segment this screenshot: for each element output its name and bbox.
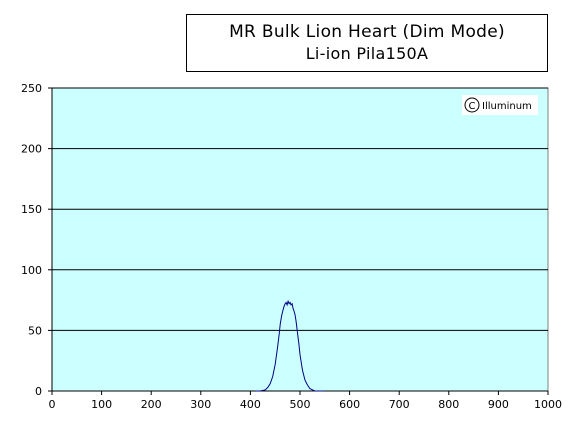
- chart-title: MR Bulk Lion Heart (Dim Mode): [229, 22, 505, 42]
- x-tick-label: 100: [91, 398, 112, 411]
- y-tick-label: 200: [21, 143, 42, 156]
- x-tick-label: 800: [438, 398, 459, 411]
- x-tick-label: 700: [389, 398, 410, 411]
- x-tick-label: 0: [49, 398, 56, 411]
- watermark: C Illuminum: [462, 95, 538, 115]
- y-tick-label: 150: [21, 203, 42, 216]
- copyright-icon-glyph: C: [469, 101, 476, 112]
- x-tick-label: 1000: [534, 398, 562, 411]
- x-tick-label: 500: [290, 398, 311, 411]
- x-tick-label: 300: [190, 398, 211, 411]
- y-tick-labels: 0 50 100 150 200 250: [21, 82, 42, 398]
- watermark-label: Illuminum: [482, 101, 532, 112]
- watermark-background: [462, 95, 538, 115]
- axes: [48, 87, 549, 395]
- x-tick-label: 400: [240, 398, 261, 411]
- chart-title-box: MR Bulk Lion Heart (Dim Mode) Li-ion Pil…: [186, 14, 548, 72]
- spectrum-line: [255, 299, 325, 392]
- y-tick-label: 250: [21, 82, 42, 95]
- y-tick-label: 100: [21, 264, 42, 277]
- y-tick-label: 50: [28, 324, 42, 337]
- y-tick-label: 0: [35, 385, 42, 398]
- copyright-icon: [464, 97, 480, 113]
- grid-lines: [52, 87, 548, 331]
- x-tick-label: 600: [339, 398, 360, 411]
- x-tick-label: 200: [141, 398, 162, 411]
- x-tick-label: 900: [488, 398, 509, 411]
- plot-area: [51, 87, 549, 392]
- x-tick-labels: 0 100 200 300 400 500 600 700 800 900 1000: [49, 398, 563, 411]
- chart-subtitle: Li-ion Pila150A: [305, 44, 429, 63]
